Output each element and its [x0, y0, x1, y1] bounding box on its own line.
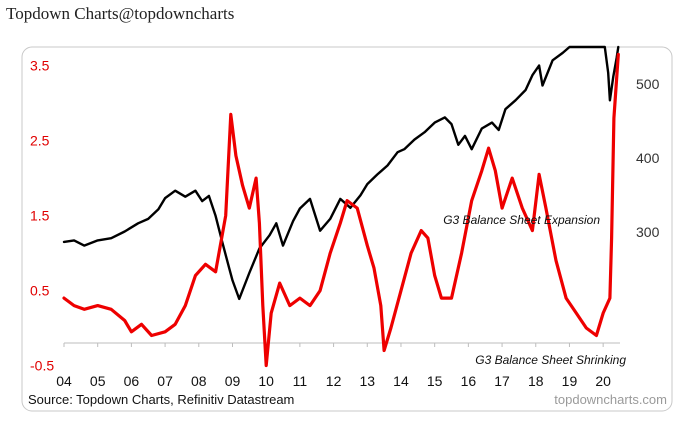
x-tick-label: 17 [494, 373, 510, 389]
x-tick-label: 16 [461, 373, 477, 389]
left-tick-label: 3.5 [30, 58, 50, 74]
x-tick-label: 05 [90, 373, 106, 389]
annotation-shrinking: G3 Balance Sheet Shrinking [475, 353, 626, 367]
index-line [62, 45, 620, 301]
x-tick-label: 07 [157, 373, 173, 389]
annotation-expansion: G3 Balance Sheet Expansion [443, 213, 600, 227]
balance-sheet-line [62, 52, 620, 368]
x-tick-label: 04 [56, 373, 72, 389]
chart-frame [21, 46, 673, 412]
x-tick-label: 14 [393, 373, 409, 389]
x-tick-label: 19 [562, 373, 578, 389]
left-tick-label: 1.5 [30, 208, 50, 224]
left-tick-label: -0.5 [30, 358, 54, 374]
x-tick-label: 13 [359, 373, 375, 389]
page-title: Topdown Charts@topdowncharts [6, 4, 235, 23]
right-tick-label: 400 [636, 150, 660, 166]
right-tick-label: 300 [636, 224, 660, 240]
x-tick-label: 15 [427, 373, 443, 389]
x-tick-label: 20 [595, 373, 611, 389]
watermark: topdowncharts.com [554, 392, 667, 407]
x-tick-label: 06 [124, 373, 140, 389]
series-layer [62, 45, 620, 368]
right-tick-label: 500 [636, 76, 660, 92]
source-note: Source: Topdown Charts, Refinitiv Datast… [28, 392, 294, 407]
left-tick-label: 0.5 [30, 283, 50, 299]
right-axis-ticks: 500 400 300 [636, 76, 660, 240]
left-tick-label: 2.5 [30, 133, 50, 149]
x-tick-label: 18 [528, 373, 544, 389]
x-tick-label: 12 [326, 373, 342, 389]
x-axis-ticks: 04 05 06 07 08 09 10 11 12 13 14 15 16 17 18 19 20 [56, 343, 611, 389]
left-axis-ticks: 3.5 2.5 1.5 0.5 -0.5 [30, 58, 54, 374]
x-tick-label: 10 [258, 373, 274, 389]
x-tick-label: 09 [225, 373, 241, 389]
x-tick-label: 08 [191, 373, 207, 389]
x-tick-label: 11 [293, 373, 308, 389]
